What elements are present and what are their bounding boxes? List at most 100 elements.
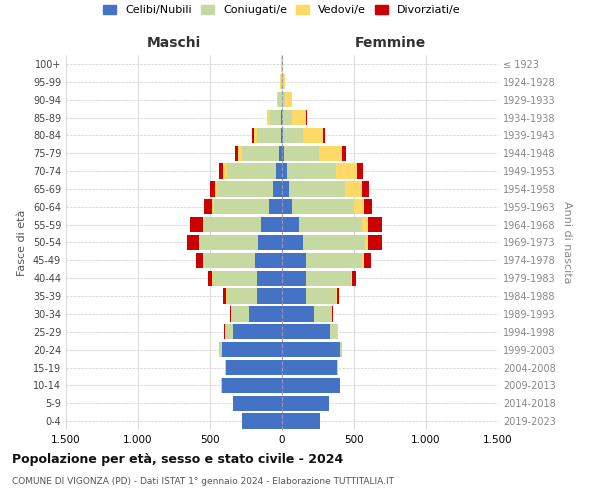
- Bar: [303, 235, 365, 250]
- Bar: [282, 253, 306, 268]
- Bar: [208, 270, 212, 286]
- Bar: [275, 164, 282, 178]
- Bar: [329, 324, 337, 340]
- Bar: [226, 360, 282, 375]
- Bar: [269, 199, 282, 214]
- Bar: [284, 146, 319, 161]
- Bar: [223, 288, 226, 304]
- Bar: [221, 342, 282, 357]
- Bar: [242, 414, 282, 428]
- Text: Femmine: Femmine: [355, 36, 425, 50]
- Bar: [282, 342, 340, 357]
- Bar: [282, 360, 337, 375]
- Bar: [199, 235, 200, 250]
- Bar: [282, 324, 329, 340]
- Bar: [340, 342, 342, 357]
- Bar: [215, 182, 218, 196]
- Bar: [282, 414, 320, 428]
- Bar: [364, 199, 372, 214]
- Bar: [282, 288, 307, 304]
- Bar: [230, 306, 232, 322]
- Bar: [278, 92, 282, 107]
- Bar: [213, 270, 257, 286]
- Bar: [337, 360, 338, 375]
- Bar: [282, 92, 285, 107]
- Legend: Celibi/Nubili, Coniugati/e, Vedovi/e, Divorziati/e: Celibi/Nubili, Coniugati/e, Vedovi/e, Di…: [99, 0, 465, 20]
- Bar: [351, 270, 352, 286]
- Bar: [332, 306, 334, 322]
- Bar: [283, 74, 285, 90]
- Text: Maschi: Maschi: [147, 36, 201, 50]
- Bar: [365, 235, 368, 250]
- Bar: [345, 182, 362, 196]
- Bar: [257, 270, 282, 286]
- Bar: [272, 182, 282, 196]
- Bar: [342, 146, 346, 161]
- Bar: [368, 217, 382, 232]
- Bar: [282, 270, 306, 286]
- Bar: [220, 342, 221, 357]
- Bar: [368, 235, 382, 250]
- Bar: [282, 235, 303, 250]
- Bar: [335, 164, 357, 178]
- Bar: [281, 128, 282, 143]
- Bar: [219, 164, 223, 178]
- Bar: [282, 164, 287, 178]
- Bar: [203, 253, 256, 268]
- Bar: [306, 110, 307, 125]
- Bar: [279, 146, 282, 161]
- Bar: [190, 217, 203, 232]
- Bar: [233, 324, 282, 340]
- Bar: [282, 199, 292, 214]
- Bar: [257, 128, 281, 143]
- Bar: [292, 110, 306, 125]
- Bar: [204, 217, 261, 232]
- Bar: [214, 199, 269, 214]
- Bar: [200, 235, 257, 250]
- Bar: [261, 217, 282, 232]
- Bar: [209, 182, 215, 196]
- Bar: [362, 217, 368, 232]
- Bar: [289, 182, 345, 196]
- Bar: [306, 253, 362, 268]
- Bar: [282, 128, 283, 143]
- Bar: [221, 378, 282, 393]
- Bar: [353, 199, 364, 214]
- Bar: [233, 396, 282, 411]
- Y-axis label: Fasce di età: Fasce di età: [17, 210, 27, 276]
- Text: Popolazione per età, sesso e stato civile - 2024: Popolazione per età, sesso e stato civil…: [12, 452, 343, 466]
- Bar: [224, 324, 225, 340]
- Bar: [249, 306, 282, 322]
- Bar: [187, 235, 199, 250]
- Bar: [357, 164, 362, 178]
- Bar: [212, 270, 213, 286]
- Bar: [303, 128, 323, 143]
- Bar: [306, 270, 351, 286]
- Bar: [281, 74, 282, 90]
- Bar: [227, 164, 275, 178]
- Bar: [307, 288, 336, 304]
- Bar: [277, 92, 278, 107]
- Bar: [225, 324, 233, 340]
- Bar: [196, 253, 203, 268]
- Bar: [292, 199, 353, 214]
- Y-axis label: Anni di nascita: Anni di nascita: [562, 201, 572, 284]
- Bar: [282, 217, 299, 232]
- Bar: [257, 288, 282, 304]
- Bar: [323, 128, 325, 143]
- Bar: [205, 199, 212, 214]
- Bar: [352, 270, 356, 286]
- Bar: [227, 288, 257, 304]
- Bar: [287, 164, 335, 178]
- Bar: [282, 396, 329, 411]
- Bar: [285, 92, 292, 107]
- Bar: [254, 128, 257, 143]
- Bar: [282, 378, 340, 393]
- Bar: [268, 110, 270, 125]
- Bar: [337, 288, 340, 304]
- Bar: [232, 306, 249, 322]
- Bar: [362, 182, 369, 196]
- Bar: [242, 146, 279, 161]
- Bar: [212, 199, 214, 214]
- Bar: [238, 146, 242, 161]
